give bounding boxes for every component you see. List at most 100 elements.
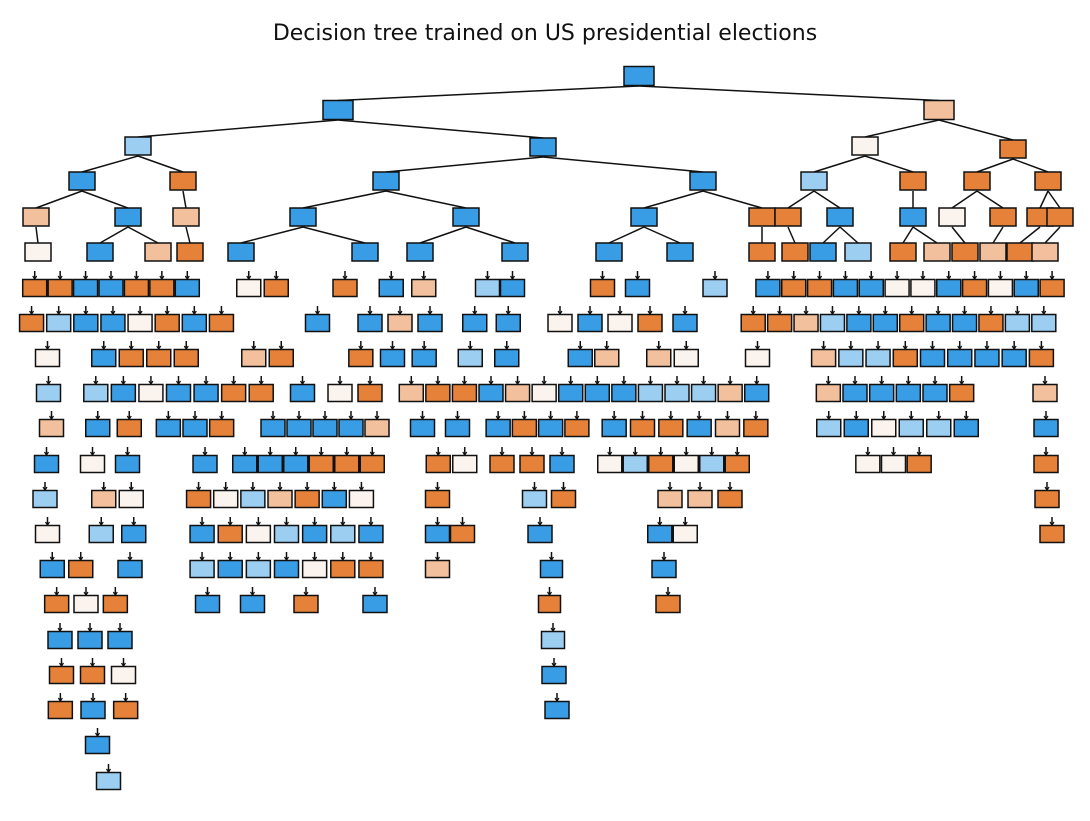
tree-node [961,278,988,298]
tree-node [872,313,899,333]
tree-node [358,559,384,579]
tree-node [884,278,910,298]
tree-node [32,489,58,509]
tree-node [1034,489,1060,509]
tree-node [107,630,133,650]
tree-node [938,207,966,227]
tree-node [744,348,771,368]
tree-node [411,278,437,298]
tree-edge [419,226,467,244]
tree-node [838,348,864,368]
tree-node [1031,242,1059,262]
tree-edge [643,226,681,244]
tree-edge [137,155,184,173]
tree-node [540,630,566,650]
tree-edge [638,85,940,102]
tree-node [348,489,375,509]
tree-node [398,383,425,403]
tree-node [91,489,117,509]
tree-node [925,313,951,333]
tree-node [809,242,837,262]
tree-node [658,418,684,438]
tree-node [499,278,526,298]
tree-node [748,207,776,227]
tree-node [1046,207,1074,227]
tree-edge [337,119,544,139]
tree-node [39,559,65,579]
tree-node [544,700,570,720]
tree-node [478,383,504,403]
tree-node [923,99,955,121]
tree-node [851,136,879,156]
tree-edge [864,155,914,173]
tree-node [83,383,109,403]
tree-node [717,489,743,509]
tree-node [844,242,872,262]
tree-node [1032,383,1058,403]
tree-node [217,524,243,544]
tree-edge [185,226,191,244]
tree-node [951,242,979,262]
tree-node [217,559,243,579]
tree-node [118,489,144,509]
tree-node [1004,313,1031,333]
tree-node [172,207,200,227]
tree-node [855,454,881,474]
tree-node [48,665,75,685]
tree-node [72,278,99,298]
tree-node [372,171,400,191]
tree-node [357,313,383,333]
tree-node [919,348,946,368]
tree-edge [912,226,938,244]
tree-node [537,594,562,614]
tree-node [77,630,103,650]
tree-node [359,454,385,474]
tree-node [452,454,478,474]
tree-node [79,665,106,685]
tree-node [1033,418,1059,438]
tree-node [686,418,712,438]
tree-node [702,278,728,298]
tree-node [774,207,802,227]
tree-node [289,207,317,227]
tree-edge [976,190,1004,209]
tree-node [557,383,584,403]
tree-edge [35,190,83,209]
tree-node [899,207,927,227]
tree-node [267,489,293,509]
tree-node [672,313,698,333]
tree-edge [81,190,129,209]
tree-node [98,278,124,298]
edges [29,85,1061,774]
tree-node [79,454,106,474]
tree-node [232,454,258,474]
tree-node [358,524,384,544]
tree-edge [137,119,339,138]
tree-node [451,383,478,403]
tree-node [102,594,129,614]
tree-node [865,348,891,368]
tree-node [116,418,142,438]
tree-node [989,207,1017,227]
tree-node [34,524,61,544]
tree-node [549,454,575,474]
tree-node [312,418,338,438]
tree-node [112,700,139,720]
tree-node [871,418,897,438]
tree-node [457,348,483,368]
tree-node [387,313,413,333]
tree-edge [1019,226,1041,244]
tree-node [208,313,235,333]
tree-edge [81,155,139,173]
tree-edge [465,226,516,244]
tree-node [100,313,126,333]
tree-node [169,171,197,191]
tree-node [601,418,627,438]
tree-node [832,278,859,298]
tree-node [1039,278,1065,298]
tree-node [564,418,590,438]
tree-node [357,383,383,403]
tree-node [185,489,212,509]
